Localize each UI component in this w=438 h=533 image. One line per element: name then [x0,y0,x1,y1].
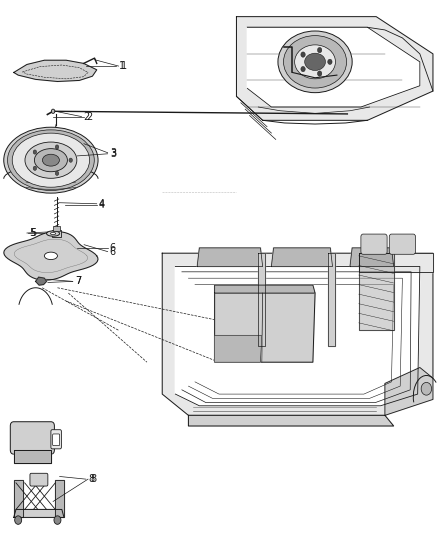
Circle shape [55,171,59,175]
Polygon shape [14,450,51,463]
Polygon shape [247,27,420,107]
Polygon shape [215,336,262,362]
Circle shape [14,516,21,524]
Text: 5: 5 [30,228,37,238]
Ellipse shape [278,31,352,93]
Circle shape [318,71,322,76]
Ellipse shape [50,232,56,235]
FancyBboxPatch shape [53,226,60,231]
FancyBboxPatch shape [52,230,61,237]
Ellipse shape [305,53,325,70]
FancyBboxPatch shape [30,473,48,486]
Circle shape [421,382,431,395]
Polygon shape [175,266,420,406]
Text: 6: 6 [110,243,116,253]
Text: 4: 4 [99,200,105,211]
Polygon shape [14,510,64,518]
Circle shape [301,52,305,57]
Polygon shape [215,285,315,293]
Polygon shape [215,293,315,362]
Polygon shape [55,480,64,518]
Circle shape [55,145,59,149]
Text: 3: 3 [110,148,116,158]
Polygon shape [385,368,433,415]
Text: 7: 7 [75,277,81,286]
Circle shape [54,516,61,524]
Text: 7: 7 [75,277,81,286]
Text: 6: 6 [110,247,116,256]
Circle shape [328,59,332,64]
Polygon shape [4,232,98,280]
Text: 1: 1 [119,61,125,70]
Ellipse shape [42,154,60,166]
FancyBboxPatch shape [53,434,60,446]
Polygon shape [162,253,433,415]
Polygon shape [350,248,394,266]
Ellipse shape [25,142,77,179]
Ellipse shape [295,45,336,79]
Circle shape [301,67,305,72]
Polygon shape [359,253,433,272]
Text: 2: 2 [86,111,92,122]
Circle shape [318,47,322,53]
FancyBboxPatch shape [389,234,416,254]
Ellipse shape [46,231,60,236]
Ellipse shape [12,133,90,187]
Text: 3: 3 [110,149,116,159]
Text: 8: 8 [90,474,96,484]
Text: 8: 8 [88,474,94,484]
Polygon shape [359,253,394,330]
Polygon shape [258,253,265,346]
FancyBboxPatch shape [51,430,61,449]
Polygon shape [188,415,394,426]
Ellipse shape [7,130,94,190]
FancyBboxPatch shape [11,422,54,454]
Ellipse shape [283,36,346,88]
Polygon shape [197,248,263,266]
FancyBboxPatch shape [361,234,387,254]
Text: 2: 2 [84,111,90,122]
Polygon shape [237,17,433,120]
Polygon shape [14,480,22,518]
Circle shape [51,109,55,114]
Ellipse shape [4,127,98,193]
Text: 4: 4 [99,199,105,209]
Circle shape [33,166,37,171]
Ellipse shape [35,149,67,172]
Polygon shape [14,60,97,82]
Polygon shape [35,277,46,285]
Polygon shape [328,253,335,346]
Text: 5: 5 [29,228,35,238]
Text: 1: 1 [121,61,127,71]
Circle shape [33,150,37,154]
Polygon shape [272,248,332,266]
Circle shape [69,158,72,163]
Ellipse shape [44,252,57,260]
